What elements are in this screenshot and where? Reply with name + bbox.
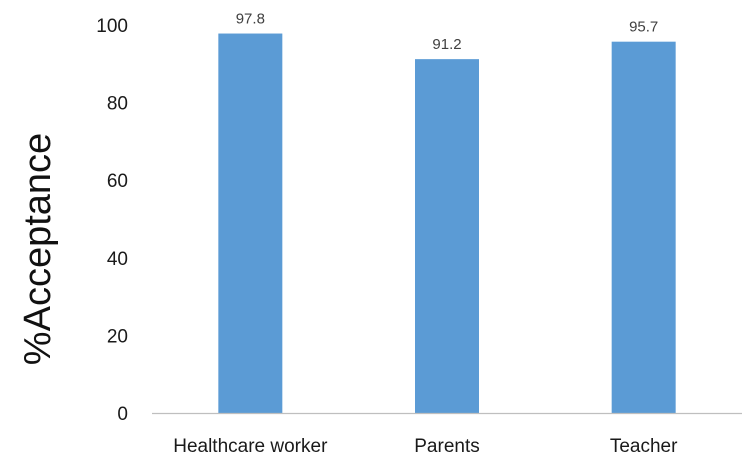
bar-data-label: 91.2 — [432, 36, 461, 53]
y-tick-label: 100 — [96, 16, 128, 37]
x-tick-label: Healthcare worker — [173, 436, 328, 457]
bar-data-label: 95.7 — [629, 19, 658, 36]
x-tick-label: Teacher — [610, 436, 678, 457]
bar — [611, 41, 676, 414]
y-tick-label: 40 — [107, 249, 128, 270]
bar — [415, 59, 479, 413]
bar — [218, 33, 283, 413]
y-axis-title: %Acceptance — [17, 133, 59, 365]
y-tick-label: 20 — [107, 326, 128, 347]
bar-data-label: 97.8 — [236, 11, 265, 28]
y-tick-label: 0 — [117, 404, 128, 425]
x-tick-label: Parents — [414, 436, 479, 457]
y-axis-ticks: 0 20 40 60 80 100 — [96, 16, 128, 425]
data-labels: 97.8 91.2 95.7 — [236, 11, 659, 54]
y-tick-label: 60 — [107, 171, 128, 192]
y-tick-label: 80 — [107, 94, 128, 115]
x-axis-ticks: Healthcare worker Parents Teacher — [173, 436, 678, 457]
bars — [218, 33, 676, 414]
